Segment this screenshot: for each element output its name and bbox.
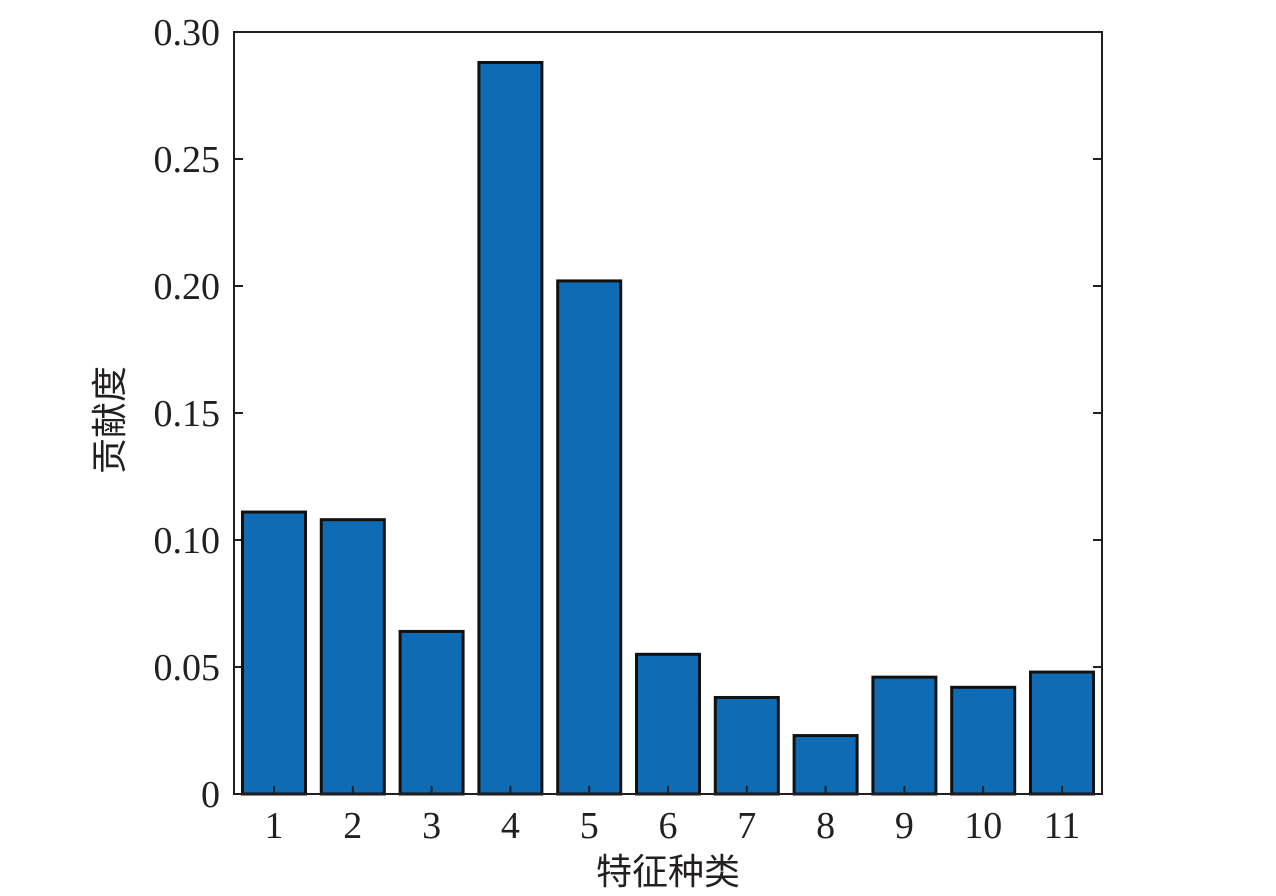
y-tick-label: 0.10 xyxy=(154,520,221,562)
x-tick-label: 1 xyxy=(265,805,284,847)
y-tick-label: 0.25 xyxy=(154,139,221,181)
y-tick-label: 0.20 xyxy=(154,266,221,308)
x-tick-label: 2 xyxy=(343,805,362,847)
x-tick-label: 10 xyxy=(964,805,1002,847)
y-axis-title: 贡献度 xyxy=(90,366,131,474)
y-tick-label: 0.15 xyxy=(154,393,221,435)
bar-7 xyxy=(713,695,780,796)
bar-9 xyxy=(871,675,938,796)
x-tick-label: 4 xyxy=(501,805,520,847)
x-tick-label: 11 xyxy=(1044,805,1081,847)
bars-group xyxy=(241,60,1095,796)
bar-11 xyxy=(1029,670,1095,796)
x-tick-label: 7 xyxy=(737,805,756,847)
bar-8 xyxy=(792,734,859,796)
bar-5 xyxy=(556,279,623,796)
bar-6 xyxy=(635,652,701,796)
x-axis-title: 特征种类 xyxy=(596,852,740,893)
bar-1 xyxy=(241,510,307,796)
bar-3 xyxy=(398,629,465,796)
y-tick-label: 0.05 xyxy=(154,647,221,689)
x-tick-label: 9 xyxy=(895,805,914,847)
y-axis-ticks: 0 0.05 0.10 0.15 0.20 0.25 0.30 xyxy=(154,12,1102,816)
y-tick-label: 0 xyxy=(201,774,220,816)
bar-10 xyxy=(950,685,1017,796)
bar-2 xyxy=(319,518,386,796)
bar-4 xyxy=(477,60,544,796)
x-tick-label: 8 xyxy=(816,805,835,847)
x-axis-tick-labels: 1 2 3 4 5 6 7 8 9 10 11 xyxy=(265,786,1081,847)
plot-frame xyxy=(233,31,1103,795)
x-tick-label: 5 xyxy=(580,805,599,847)
x-tick-label: 6 xyxy=(659,805,678,847)
x-tick-label: 3 xyxy=(422,805,441,847)
y-tick-label: 0.30 xyxy=(154,12,221,54)
